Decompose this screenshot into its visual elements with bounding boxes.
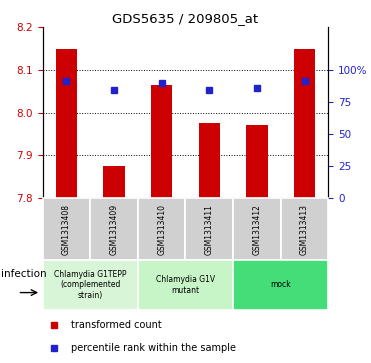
Text: infection: infection [1, 269, 47, 279]
Bar [138, 260, 233, 310]
Text: percentile rank within the sample: percentile rank within the sample [71, 343, 236, 353]
Bar [246, 125, 267, 198]
Bar [56, 49, 77, 198]
Bar [198, 123, 220, 198]
Text: GSM1313408: GSM1313408 [62, 204, 71, 256]
Bar [90, 198, 138, 260]
Bar [294, 49, 315, 198]
Text: GSM1313409: GSM1313409 [109, 204, 119, 256]
Bar [43, 260, 138, 310]
Bar [233, 260, 328, 310]
Bar [104, 166, 125, 198]
Bar [233, 198, 281, 260]
Bar [151, 85, 173, 198]
Bar [281, 198, 328, 260]
Text: GSM1313411: GSM1313411 [205, 204, 214, 255]
Text: GSM1313410: GSM1313410 [157, 204, 166, 256]
Text: GSM1313412: GSM1313412 [252, 204, 262, 255]
Bar [186, 198, 233, 260]
Bar [138, 198, 186, 260]
Text: Chlamydia G1V
mutant: Chlamydia G1V mutant [156, 275, 215, 295]
Text: GSM1313413: GSM1313413 [300, 204, 309, 256]
Text: mock: mock [270, 281, 291, 289]
Text: Chlamydia G1TEPP
(complemented
strain): Chlamydia G1TEPP (complemented strain) [54, 270, 127, 300]
Title: GDS5635 / 209805_at: GDS5635 / 209805_at [112, 12, 259, 25]
Text: transformed count: transformed count [71, 320, 162, 330]
Bar [43, 198, 90, 260]
